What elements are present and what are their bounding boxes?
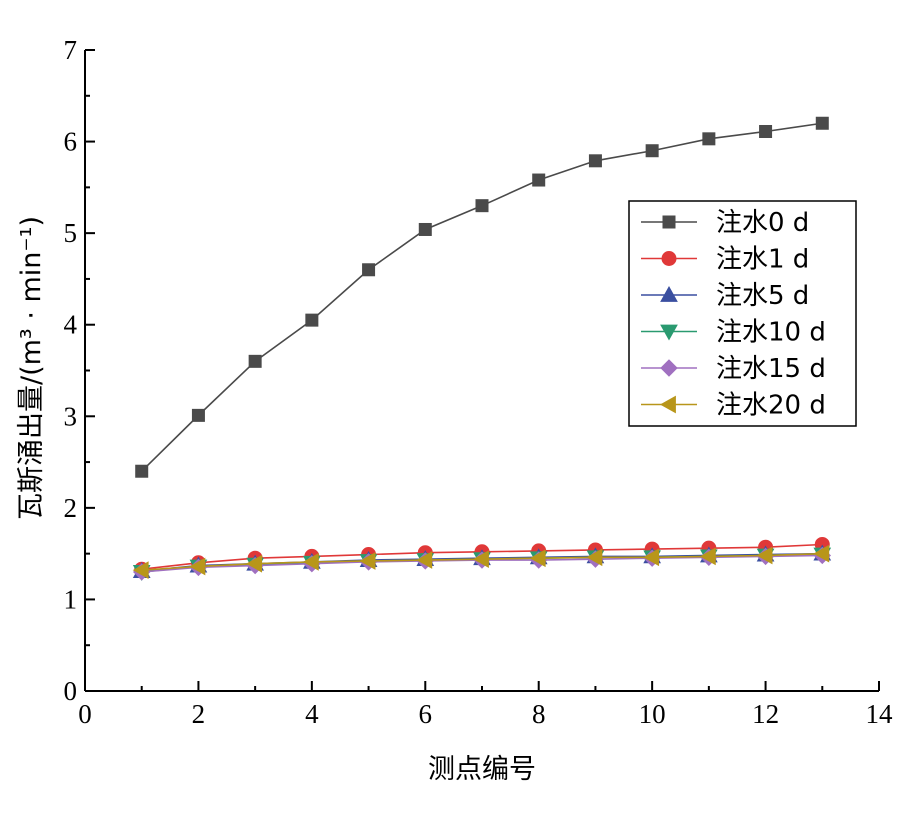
x-tick-label: 4: [305, 699, 319, 729]
x-tick-label: 2: [192, 699, 206, 729]
x-tick-label: 0: [78, 699, 92, 729]
data-point: [759, 124, 773, 138]
legend-item: 注水20 d: [641, 391, 826, 421]
y-tick-label: 4: [64, 310, 78, 340]
x-tick-label: 12: [752, 699, 779, 729]
data-point: [248, 354, 262, 368]
data-point: [191, 408, 205, 422]
legend-label: 注水5 d: [716, 281, 809, 311]
ticks: [84, 49, 880, 692]
legend-marker: [661, 251, 677, 266]
data-point: [359, 552, 376, 570]
y-tick-label: 1: [64, 584, 78, 614]
legend-box: [628, 200, 857, 427]
data-point: [189, 557, 206, 576]
data-point: [472, 550, 489, 568]
legend-marker: [662, 215, 676, 229]
y-tick-label: 2: [64, 493, 78, 523]
data-point: [246, 554, 263, 573]
series-1: [135, 116, 829, 478]
data-point: [813, 544, 830, 563]
legend-item: 注水0 d: [641, 208, 809, 238]
data-point: [699, 547, 716, 566]
legend-item: 注水15 d: [641, 354, 826, 384]
data-point: [532, 173, 546, 187]
y-tick-label: 3: [64, 401, 78, 431]
y-tick-label: 0: [64, 676, 78, 706]
data-point: [418, 222, 432, 236]
x-tick-label: 8: [532, 699, 546, 729]
x-tick-label: 14: [866, 699, 894, 729]
data-point: [588, 154, 602, 168]
legend-marker: [660, 324, 678, 341]
data-point: [362, 263, 376, 277]
x-tick-label: 6: [419, 699, 433, 729]
data-point: [815, 116, 829, 130]
y-axis-title: 瓦斯涌出量/(m³ · min⁻¹): [16, 216, 47, 520]
data-point: [135, 464, 149, 478]
data-point: [305, 313, 319, 327]
data-point: [132, 561, 149, 579]
data-point: [643, 548, 660, 567]
data-point: [702, 132, 716, 146]
legend-marker: [660, 285, 678, 302]
legend-item: 注水5 d: [641, 281, 809, 311]
data-point: [645, 144, 659, 158]
legend-label: 注水0 d: [716, 208, 809, 238]
data-point: [529, 549, 546, 568]
x-tick-label: 10: [639, 699, 666, 729]
data-point: [586, 548, 603, 567]
legend: 注水0 d 注水1 d 注水5 d 注水10 d 注水15 d 注水20 d: [628, 200, 857, 427]
data-point: [302, 553, 319, 571]
y-tick-label: 5: [64, 218, 78, 248]
y-tick-label: 6: [64, 127, 78, 157]
legend-label: 注水20 d: [716, 391, 826, 421]
data-point: [756, 546, 773, 565]
legend-label: 注水1 d: [716, 245, 809, 275]
legend-label: 注水10 d: [716, 318, 826, 348]
legend-item: 注水10 d: [641, 318, 826, 348]
series-layer: [132, 116, 832, 581]
legend-marker: [660, 359, 678, 377]
x-axis-title: 测点编号: [428, 754, 536, 785]
y-tick-label: 7: [64, 35, 78, 65]
legend-label: 注水15 d: [716, 354, 826, 384]
data-point: [475, 199, 489, 213]
legend-marker: [659, 395, 676, 414]
legend-item: 注水1 d: [641, 245, 809, 275]
data-point: [416, 551, 433, 569]
series-6: [132, 544, 830, 579]
